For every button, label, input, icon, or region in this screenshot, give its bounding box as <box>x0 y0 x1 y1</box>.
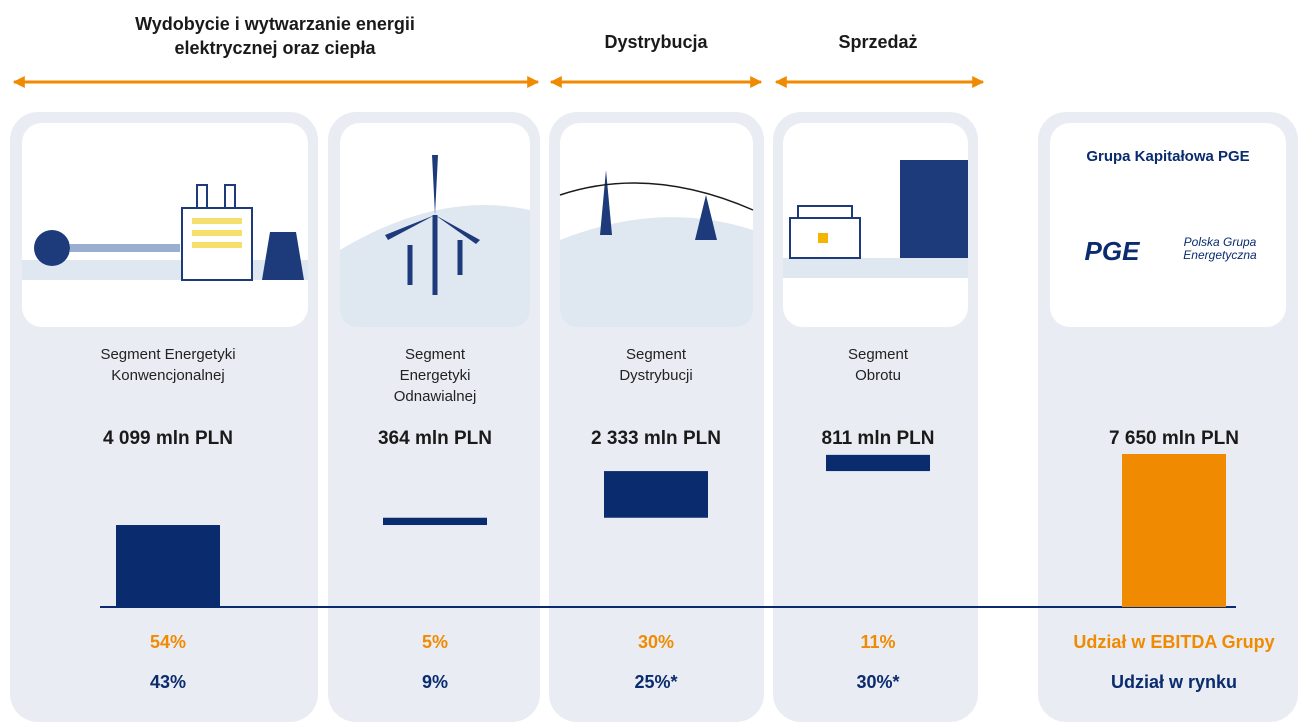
value-label: 2 333 mln PLN <box>591 428 721 449</box>
category-label: Segment Energetyki Odnawialnej <box>393 346 477 405</box>
share-label: 5% <box>421 632 449 652</box>
share-label: 30% <box>637 632 675 652</box>
share-label: 11% <box>860 632 896 652</box>
logo-title: Grupa Kapitałowa PGE <box>1086 148 1250 165</box>
share-label: 9% <box>421 672 449 692</box>
share-label: 30%* <box>856 672 900 692</box>
illustrations <box>22 155 968 327</box>
group-title: Dystrybucja <box>604 32 708 52</box>
category-label: Segment Energetyki Konwencjonalnej <box>100 346 236 384</box>
category-label: Segment Dystrybucji <box>619 346 693 384</box>
bar <box>604 471 708 518</box>
logo-name: Polska Grupa Energetyczna <box>1183 235 1257 262</box>
group-title: Wydobycie i wytwarzanie energii elektryc… <box>135 14 415 58</box>
bar <box>826 454 930 472</box>
group-title: Sprzedaż <box>838 32 918 52</box>
bar <box>383 517 487 526</box>
value-label: 811 mln PLN <box>821 428 935 449</box>
row-name: Udział w EBITDA Grupy <box>1073 632 1275 652</box>
logo-brand: PGE <box>1084 236 1140 266</box>
value-label: 4 099 mln PLN <box>103 428 233 449</box>
category-label: Segment Obrotu <box>847 346 909 384</box>
share-label: 43% <box>149 672 187 692</box>
bar <box>116 525 220 607</box>
total-bar <box>1122 454 1226 607</box>
row-name: Udział w rynku <box>1110 672 1238 692</box>
share-label: 54% <box>149 632 187 652</box>
share-label: 25%* <box>634 672 678 692</box>
value-label: 364 mln PLN <box>377 428 493 449</box>
total-label: 7 650 mln PLN <box>1109 428 1239 449</box>
